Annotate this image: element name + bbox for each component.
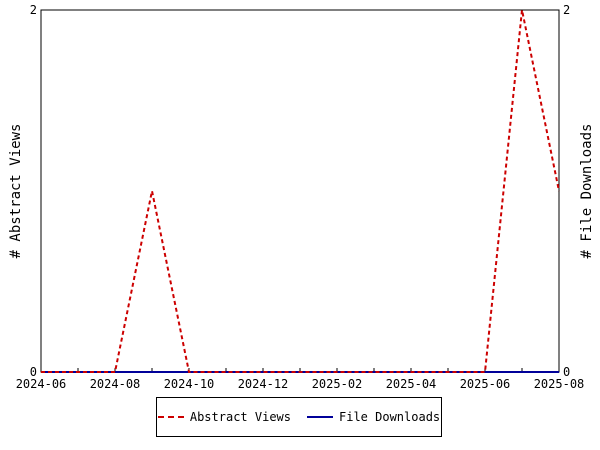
legend-swatch-file-downloads xyxy=(307,416,333,418)
y-tick-label-right-2: 2 xyxy=(563,3,570,17)
y-tick-label-right-0: 0 xyxy=(563,365,570,379)
legend-item-abstract-views: Abstract Views xyxy=(157,410,291,424)
series-layer xyxy=(41,9,560,373)
legend-item-file-downloads: File Downloads xyxy=(307,410,440,424)
series-line-abstract-views xyxy=(41,9,560,373)
x-tick-label-2025-02: 2025-02 xyxy=(312,377,363,391)
y-tick-label-left-2: 2 xyxy=(30,3,37,17)
x-tick-label-2024-12: 2024-12 xyxy=(238,377,289,391)
legend-label-abstract-views: Abstract Views xyxy=(189,410,291,424)
y-axis-label-left: # Abstract Views xyxy=(8,124,24,259)
legend: Abstract Views File Downloads xyxy=(156,397,442,437)
legend-label-file-downloads: File Downloads xyxy=(339,410,441,424)
legend-swatch-abstract-views xyxy=(157,416,184,418)
x-tick-label-2024-06: 2024-06 xyxy=(16,377,67,391)
x-tick-label-2025-06: 2025-06 xyxy=(460,377,511,391)
x-tick-label-2024-10: 2024-10 xyxy=(164,377,215,391)
y-tick-label-left-0: 0 xyxy=(30,365,37,379)
y-axis-label-right: # File Downloads xyxy=(579,124,595,259)
x-tick-label-2025-08: 2025-08 xyxy=(534,377,585,391)
x-tick-labels: 2024-06 2024-08 2024-10 2024-12 2025-02 2025-… xyxy=(16,377,585,391)
x-tick-label-2025-04: 2025-04 xyxy=(386,377,437,391)
plot-area xyxy=(40,9,560,373)
x-tick-label-2024-08: 2024-08 xyxy=(90,377,141,391)
